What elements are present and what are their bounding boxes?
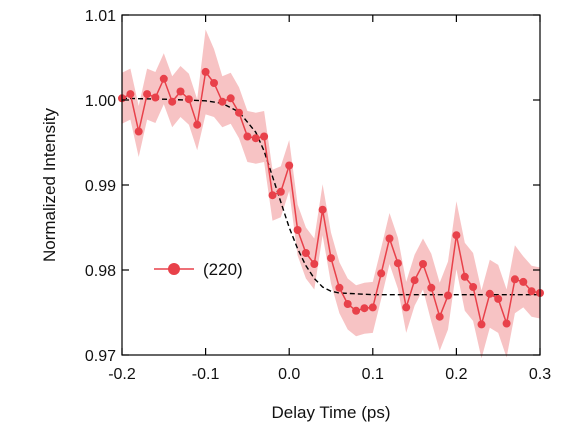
data-point (301, 249, 310, 257)
data-point (352, 306, 361, 315)
y-tick-label: 1.00 (85, 93, 116, 110)
data-point (502, 319, 511, 328)
data-point (159, 74, 168, 83)
data-point (226, 94, 235, 103)
data-point (385, 234, 394, 243)
data-point (318, 205, 327, 214)
data-point (235, 108, 243, 117)
x-tick-label: 0.2 (445, 366, 467, 383)
data-point (210, 79, 218, 87)
data-points (118, 67, 544, 329)
data-point (134, 127, 143, 136)
data-point (360, 304, 369, 313)
data-point (477, 320, 486, 329)
x-axis-title: Delay Time (ps) (271, 403, 390, 422)
data-point (327, 254, 335, 263)
x-tick-label: 0.3 (529, 366, 551, 383)
data-point (419, 260, 427, 268)
data-point (176, 87, 185, 96)
y-axis: 0.97 0.98 0.99 1.00 1.01 (85, 8, 540, 365)
y-axis-title: Normalized Intensity (40, 108, 59, 263)
data-point (343, 300, 352, 308)
data-point (527, 287, 536, 296)
y-tick-label: 0.98 (85, 263, 116, 280)
data-point (452, 231, 461, 240)
data-point (293, 226, 302, 234)
data-point (218, 97, 227, 106)
data-point (435, 312, 444, 321)
data-point (494, 294, 503, 303)
legend-label: (220) (203, 260, 243, 279)
data-point (260, 132, 269, 141)
data-point (377, 269, 386, 278)
legend: (220) (154, 260, 243, 279)
data-point (268, 191, 277, 200)
data-point (285, 161, 294, 170)
x-tick-label: 0.0 (278, 366, 300, 383)
data-point (335, 283, 344, 292)
data-point (193, 120, 202, 129)
data-point (519, 277, 528, 286)
data-point (310, 260, 319, 268)
data-point (276, 187, 285, 196)
data-point (460, 272, 469, 281)
data-point (427, 283, 436, 292)
data-point (243, 132, 252, 141)
plot-area (118, 29, 544, 359)
data-point (184, 95, 193, 104)
data-point (510, 275, 519, 284)
x-tick-label: 0.1 (362, 366, 384, 383)
error-band (122, 29, 540, 359)
data-point (143, 90, 152, 99)
x-tick-label: -0.1 (192, 366, 220, 383)
y-tick-label: 0.97 (85, 348, 116, 365)
data-point (368, 303, 377, 312)
fit-line (121, 97, 540, 296)
data-point (485, 289, 494, 298)
data-point (444, 291, 452, 300)
data-point (410, 276, 419, 285)
data-point (402, 303, 411, 312)
data-point (168, 97, 177, 106)
data-point (151, 93, 160, 102)
legend-marker (168, 263, 180, 275)
data-point (126, 90, 135, 99)
data-point (201, 67, 210, 76)
data-point (393, 259, 402, 268)
data-point (251, 134, 260, 143)
y-tick-label: 1.01 (85, 8, 116, 25)
y-tick-label: 0.99 (85, 178, 116, 195)
x-axis: -0.2 -0.1 0.0 0.1 0.2 0.3 (108, 15, 551, 383)
x-tick-label: -0.2 (108, 366, 136, 383)
data-point (469, 283, 478, 291)
